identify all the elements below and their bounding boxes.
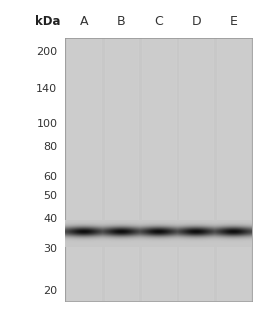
Bar <box>179 38 213 301</box>
Text: E: E <box>230 15 237 29</box>
Text: 40: 40 <box>43 214 57 224</box>
Text: 50: 50 <box>44 191 57 201</box>
Text: 200: 200 <box>36 47 57 57</box>
Bar <box>217 38 250 301</box>
Text: D: D <box>191 15 201 29</box>
Bar <box>104 38 138 301</box>
Text: kDa: kDa <box>35 15 60 29</box>
Text: 60: 60 <box>44 172 57 182</box>
Text: A: A <box>80 15 88 29</box>
Text: 100: 100 <box>36 119 57 129</box>
Text: 80: 80 <box>43 142 57 152</box>
Text: C: C <box>154 15 163 29</box>
Bar <box>67 38 101 301</box>
Text: B: B <box>117 15 126 29</box>
Text: 30: 30 <box>44 244 57 254</box>
Bar <box>142 38 176 301</box>
Text: 20: 20 <box>43 285 57 295</box>
Text: 140: 140 <box>36 84 57 94</box>
